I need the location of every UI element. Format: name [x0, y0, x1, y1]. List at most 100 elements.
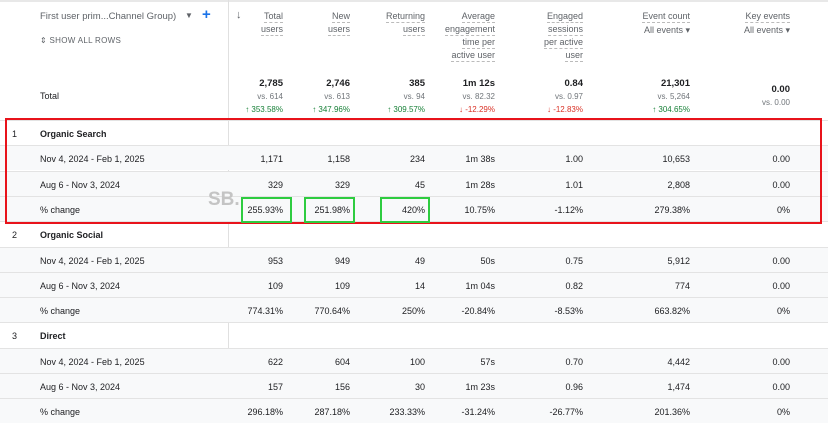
total-cell: 0.84 vs. 0.97 ↓ -12.83% [503, 77, 583, 116]
total-value: 1m 12s [462, 78, 495, 89]
table-row[interactable]: Nov 4, 2024 - Feb 1, 2025 1,171 1,158 234 1m… [0, 145, 828, 171]
group-name: Organic Social [40, 230, 104, 241]
total-compare: vs. 614 [257, 92, 283, 101]
row-number: 3 [12, 331, 18, 342]
table-cell: 255.93% [247, 204, 283, 215]
table-row[interactable]: Aug 6 - Nov 3, 2024 329 329 45 1m 28s 1.01 2,8… [0, 170, 828, 196]
total-compare: vs. 613 [324, 92, 350, 101]
table-cell: 0.96 [565, 382, 583, 392]
table-cell: 949 [334, 255, 350, 266]
table-cell: 329 [334, 179, 350, 190]
table-cell: 1.01 [565, 179, 583, 190]
table-cell: -1.12% [554, 204, 583, 215]
expand-icon: ⇕ [40, 36, 50, 45]
table-cell: 100 [409, 356, 425, 367]
total-value: 0.84 [564, 78, 584, 89]
row-label: Nov 4, 2024 - Feb 1, 2025 [40, 154, 145, 165]
group-row[interactable]: 1 Organic Search [0, 120, 828, 145]
total-cell: 1m 12s vs. 82.32 ↓ -12.29% [415, 77, 495, 116]
table-row[interactable]: % change 296.18% 287.18% 233.33% -31.24% -26.… [0, 398, 828, 423]
table-row[interactable]: % change 774.31% 770.64% 250% -20.84% -8.53% 6… [0, 297, 828, 323]
table-cell: 251.98% [314, 204, 350, 215]
table-row[interactable]: Nov 4, 2024 - Feb 1, 2025 622 604 100 57s 0.7… [0, 347, 828, 373]
column-header[interactable]: Key events All events ▾ [690, 10, 790, 36]
sort-arrow-icon[interactable]: ↓ [236, 9, 242, 21]
column-header[interactable]: Average engagement time per active user [415, 10, 495, 62]
column-header[interactable]: Engaged sessions per active user [503, 10, 583, 62]
table-cell: 0.00 [772, 356, 790, 367]
table-cell: 234 [409, 154, 425, 165]
column-header-label: Key events [745, 11, 790, 23]
table-cell: 109 [334, 280, 350, 291]
dropdown-caret-icon[interactable]: ▼ [185, 11, 193, 20]
show-all-rows-button[interactable]: ⇕ SHOW ALL ROWS [40, 36, 121, 45]
group-row[interactable]: 2 Organic Social [0, 221, 828, 246]
table-cell: 0.82 [565, 280, 583, 291]
total-cell: 2,746 vs. 613 ↑ 347.96% [290, 77, 350, 116]
row-label: Aug 6 - Nov 3, 2024 [40, 280, 121, 291]
column-header-label: Engaged [546, 11, 583, 23]
table-cell: 770.64% [314, 306, 350, 317]
column-header[interactable]: Returning users [355, 10, 425, 36]
row-label: Aug 6 - Nov 3, 2024 [40, 382, 121, 392]
table-cell: 0.00 [772, 255, 790, 266]
table-cell: 1m 28s [465, 179, 495, 190]
total-label: Total [40, 91, 60, 101]
table-cell: -26.77% [549, 407, 583, 418]
add-dimension-icon[interactable]: + [202, 6, 211, 23]
row-label: % change [40, 306, 81, 317]
table-cell: 0.00 [772, 154, 790, 165]
column-header-label: Total [263, 11, 283, 23]
column-header-label: New [331, 11, 350, 23]
table-cell: 0.00 [772, 280, 790, 291]
column-header-label: per active [543, 37, 583, 49]
total-compare: vs. 5,264 [657, 92, 690, 101]
column-header[interactable]: Event count All events ▾ [590, 10, 690, 36]
table-cell: -8.53% [554, 306, 583, 317]
table-cell: 622 [267, 356, 283, 367]
show-all-rows-label: SHOW ALL ROWS [49, 36, 122, 45]
column-header[interactable]: New users [290, 10, 350, 36]
table-cell: 604 [334, 356, 350, 367]
table-cell: 1m 23s [465, 382, 495, 392]
table-row[interactable]: Aug 6 - Nov 3, 2024 109 109 14 1m 04s 0.82 774… [0, 271, 828, 297]
dimension-selector[interactable]: First user prim...Channel Group) [40, 11, 177, 22]
table-cell: 10.75% [464, 204, 495, 215]
table-cell: 329 [267, 179, 283, 190]
row-label: Nov 4, 2024 - Feb 1, 2025 [40, 356, 145, 367]
row-label: Nov 4, 2024 - Feb 1, 2025 [40, 255, 145, 266]
event-selector[interactable]: All events ▾ [643, 25, 690, 35]
table-cell: 0.00 [772, 179, 790, 190]
column-header-label: time per [462, 37, 495, 49]
table-cell: 0.70 [565, 356, 583, 367]
table-cell: 50s [480, 255, 495, 266]
table-cell: 774.31% [247, 306, 283, 317]
group-row[interactable]: 3 Direct [0, 322, 828, 347]
table-cell: 1.00 [565, 154, 583, 165]
total-value: 385 [409, 78, 425, 89]
table-cell: -20.84% [461, 306, 495, 317]
table-row[interactable]: Aug 6 - Nov 3, 2024 157 156 30 1m 23s 0.96 1,4… [0, 373, 828, 398]
total-compare: vs. 0.00 [761, 98, 790, 107]
total-cell: 21,301 vs. 5,264 ↑ 304.65% [590, 77, 690, 116]
table-cell: 10,653 [662, 154, 690, 165]
event-selector-label: All events [643, 25, 683, 35]
table-cell: 953 [267, 255, 283, 266]
row-label: % change [40, 407, 81, 418]
total-change: ↓ -12.29% [458, 105, 495, 114]
table-cell: -31.24% [461, 407, 495, 418]
total-value: 21,301 [660, 78, 690, 89]
event-selector[interactable]: All events ▾ [743, 25, 790, 35]
column-header[interactable]: Total users [223, 10, 283, 36]
table-row[interactable]: % change 255.93% 251.98% 420% 10.75% -1.12% 27… [0, 195, 828, 221]
row-label: % change [40, 204, 81, 215]
table-row[interactable]: Nov 4, 2024 - Feb 1, 2025 953 949 49 50s 0.75… [0, 246, 828, 272]
table-cell: 4,442 [667, 356, 690, 367]
table-cell: 45 [414, 179, 425, 190]
table-cell: 279.38% [654, 204, 690, 215]
column-header-label: engagement [444, 24, 495, 36]
table-cell: 0.00 [772, 382, 790, 392]
watermark-logo: SB. [208, 189, 240, 210]
total-cell: 2,785 vs. 614 ↑ 353.58% [223, 77, 283, 116]
total-change: ↑ 309.57% [387, 105, 425, 114]
